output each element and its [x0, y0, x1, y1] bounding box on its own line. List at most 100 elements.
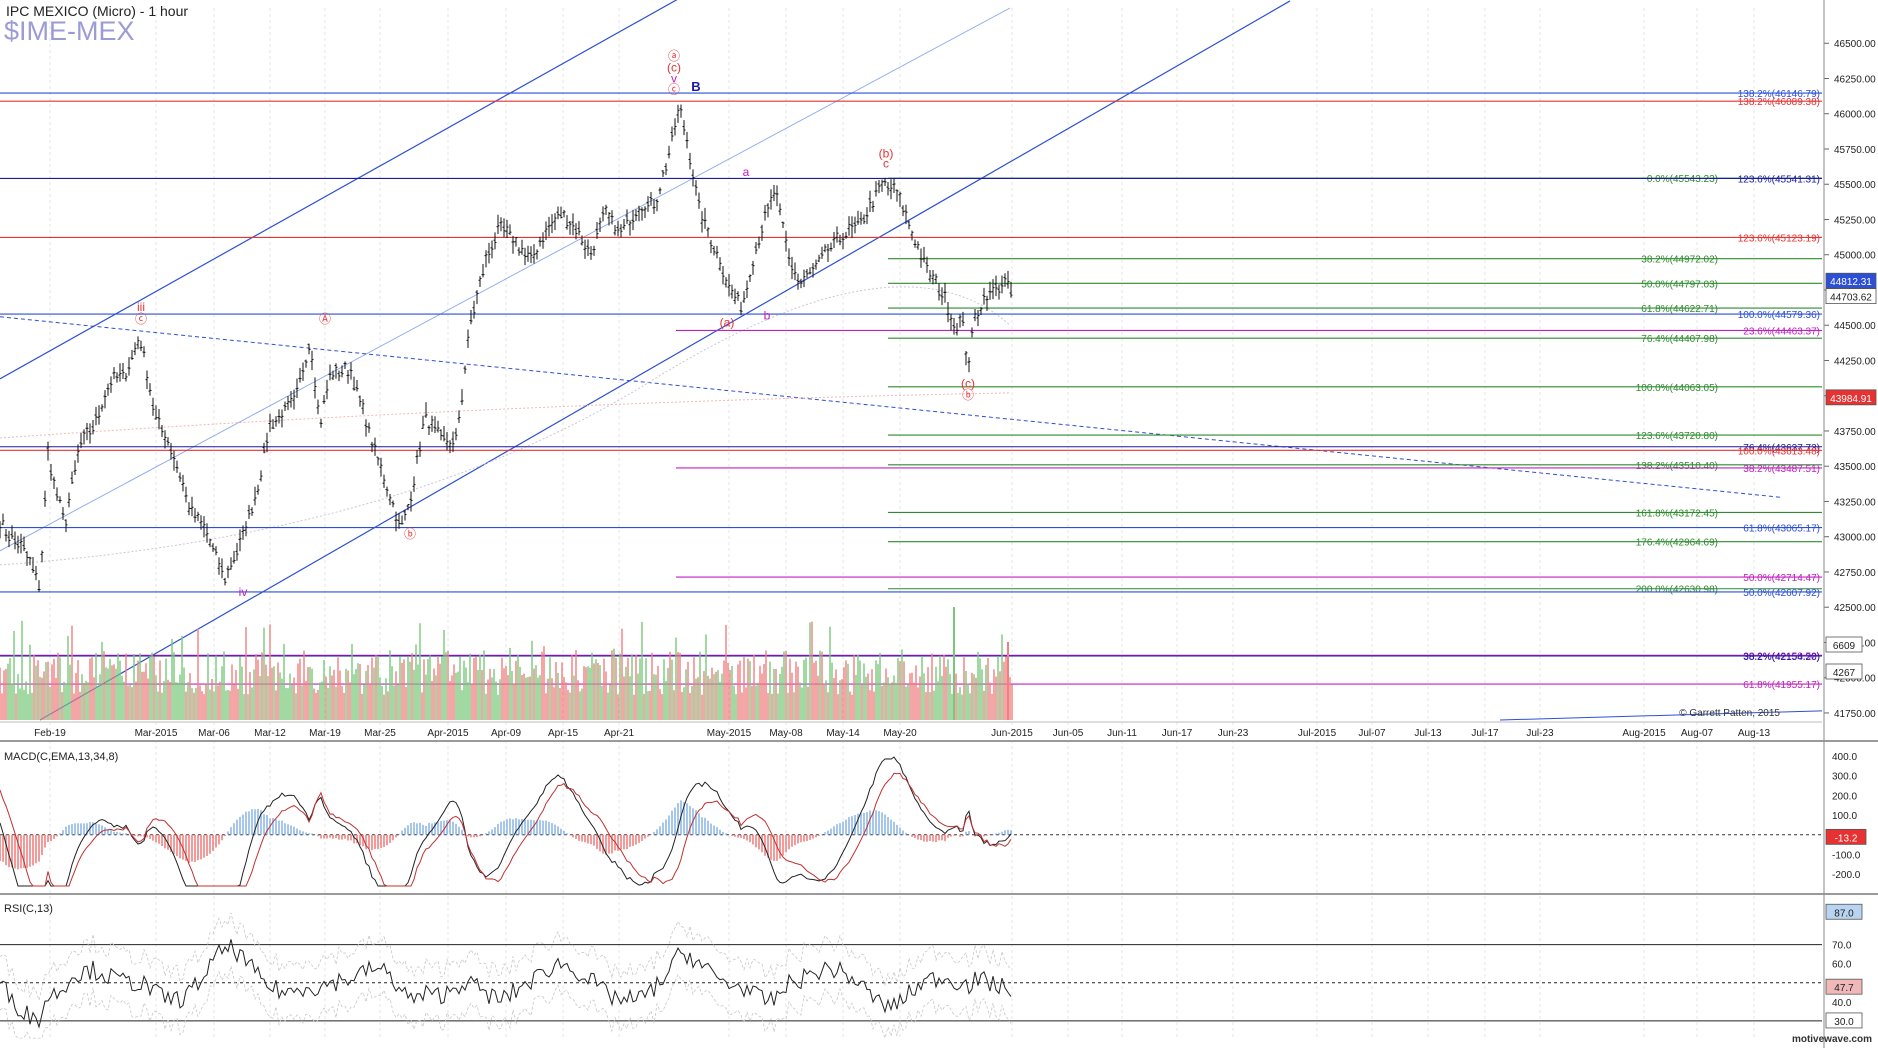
fib-level-label: 0.0%(45543.23): [1647, 174, 1718, 185]
price-tick-label: 45500.00: [1834, 180, 1876, 191]
price-tag-box: [1825, 288, 1877, 305]
time-tick-label: Apr-2015: [427, 728, 469, 739]
rsi-tag-label: 47.7: [1834, 983, 1854, 994]
fib-level-label: 50.0%(42714.47): [1743, 573, 1820, 584]
time-tick-label: Jun-23: [1218, 728, 1249, 739]
fib-level-label: 200.0%(42630.98): [1636, 585, 1718, 596]
time-tick-label: Mar-25: [364, 728, 396, 739]
time-tick-label: Apr-09: [491, 728, 521, 739]
price-tick-label: 46500.00: [1834, 39, 1876, 50]
time-tick-label: May-14: [826, 728, 860, 739]
copyright-text: © Garrett Patten, 2015: [1679, 708, 1780, 719]
wave-label: B: [691, 79, 700, 94]
time-tick-label: Aug-07: [1681, 728, 1714, 739]
macd-tag-box: [1825, 828, 1867, 845]
price-tags: 44812.31 44703.62 43984.91 6609 4267: [1825, 272, 1877, 680]
fib-level-label: 50.0%(42607.92): [1743, 588, 1820, 599]
price-tick-label: 41750.00: [1834, 709, 1876, 720]
price-tick-label: 45000.00: [1834, 251, 1876, 262]
rsi-tag-label: 30.0: [1834, 1017, 1854, 1028]
fib-level-label: 76.4%(43637.73): [1743, 443, 1820, 454]
fib-level-label: 50.0%(44797.03): [1641, 279, 1718, 290]
wave-label: a: [743, 165, 750, 179]
macd-tick-label: -200.0: [1832, 870, 1861, 881]
fib-level-label: 61.8%(44622.71): [1641, 304, 1718, 315]
time-tick-label: Feb-19: [34, 728, 66, 739]
wave-label: Ⓐ: [319, 312, 331, 326]
fib-level-label: 61.8%(41955.17): [1743, 680, 1820, 691]
time-tick-label: May-08: [769, 728, 803, 739]
moving-average-gray: [0, 286, 1011, 566]
wave-label: v: [671, 72, 677, 86]
rsi-tag-box: [1825, 1012, 1863, 1029]
macd-tick-label: 300.0: [1832, 772, 1857, 783]
rsi-line: [0, 939, 1012, 1029]
wave-label: (c): [961, 376, 975, 390]
macd-panel: 400.0 300.0 200.0 100.0 -100.0 -200.0 -13.2: [0, 752, 1867, 887]
price-tick-label: 42750.00: [1834, 568, 1876, 579]
fibonacci-levels: 138.2%(46146.79)138.2%(46089.38) 0.0%(455…: [0, 89, 1822, 691]
rsi-tag-box: [1825, 903, 1863, 920]
wave-label: iv: [239, 585, 248, 599]
wave-label: ⓐ: [668, 49, 680, 63]
time-tick-label: Aug-2015: [1622, 728, 1666, 739]
fib-level-label: 100.0%(44063.05): [1636, 383, 1718, 394]
fib-level-label: 161.8%(43172.45): [1636, 508, 1718, 519]
grid-lines: [49, 8, 1755, 1040]
macd-title: MACD(C,EMA,13,34,8): [4, 751, 118, 763]
time-tick-label: Jul-07: [1358, 728, 1386, 739]
price-tag-label: 44703.62: [1830, 293, 1872, 304]
time-tick-label: Apr-21: [604, 728, 634, 739]
price-tick-label: 45250.00: [1834, 215, 1876, 226]
wave-label: (c): [667, 60, 681, 74]
time-tick-label: Jun-17: [1162, 728, 1193, 739]
time-tick-label: Mar-2015: [135, 728, 178, 739]
price-tick-label: 44250.00: [1834, 356, 1876, 367]
rsi-title: RSI(C,13): [4, 903, 53, 915]
fib-level-label: 123.6%(45541.31): [1738, 174, 1820, 185]
time-tick-label: Mar-06: [198, 728, 230, 739]
rsi-tick-label: 70.0: [1832, 941, 1852, 952]
rsi-tag-label: 87.0: [1834, 908, 1854, 919]
channel-mid-line: [0, 7, 1011, 552]
price-tick-label: 42500.00: [1834, 603, 1876, 614]
wave-label: ⓒ: [135, 312, 147, 326]
macd-signal-line: [0, 772, 1012, 887]
price-tag-label: 43984.91: [1830, 394, 1872, 405]
time-tick-label: Jul-2015: [1298, 728, 1337, 739]
time-tick-label: Jun-2015: [991, 728, 1033, 739]
fib-level-label: 61.8%(43065.17): [1743, 524, 1820, 535]
time-tick-label: Apr-15: [548, 728, 578, 739]
time-tick-label: Mar-19: [309, 728, 341, 739]
chart-title: IPC MEXICO (Micro) - 1 hour: [6, 3, 188, 19]
price-tick-label: 46000.00: [1834, 110, 1876, 121]
price-tick-label: 43000.00: [1834, 533, 1876, 544]
wave-label: ⓑ: [404, 527, 416, 541]
volume-bars: [0, 607, 1013, 720]
rsi-band-lower: [0, 965, 1012, 1040]
symbol-label: $IME-MEX: [4, 16, 135, 46]
macd-line: [0, 756, 1012, 887]
time-tick-label: Jun-11: [1107, 728, 1137, 739]
fib-level-label: 23.6%(44463.37): [1743, 326, 1820, 337]
rsi-tick-label: 40.0: [1832, 998, 1852, 1009]
wave-label: iii: [137, 300, 145, 314]
fib-level-label: 76.4%(44407.98): [1641, 334, 1718, 345]
fib-level-label: 100.0%(44579.36): [1738, 310, 1820, 321]
fib-level-label: 138.2%(43510.40): [1636, 461, 1718, 472]
macd-tick-label: 200.0: [1832, 791, 1857, 802]
channel-lower-line: [39, 0, 1291, 721]
time-tick-label: Mar-12: [254, 728, 286, 739]
channel-upper-line: [0, 0, 678, 380]
fib-level-label: 38.2%(42158.52): [1743, 651, 1820, 662]
time-tick-label: Jul-23: [1526, 728, 1554, 739]
price-tick-label: 44500.00: [1834, 321, 1876, 332]
time-tick-label: Jul-17: [1471, 728, 1499, 739]
price-tick-label: 46250.00: [1834, 74, 1876, 85]
price-bars: [0, 104, 1013, 592]
fib-level-label: 100.0%(43613.48): [1738, 446, 1820, 457]
fib-level-label: 38.2%(43487.51): [1743, 464, 1820, 475]
